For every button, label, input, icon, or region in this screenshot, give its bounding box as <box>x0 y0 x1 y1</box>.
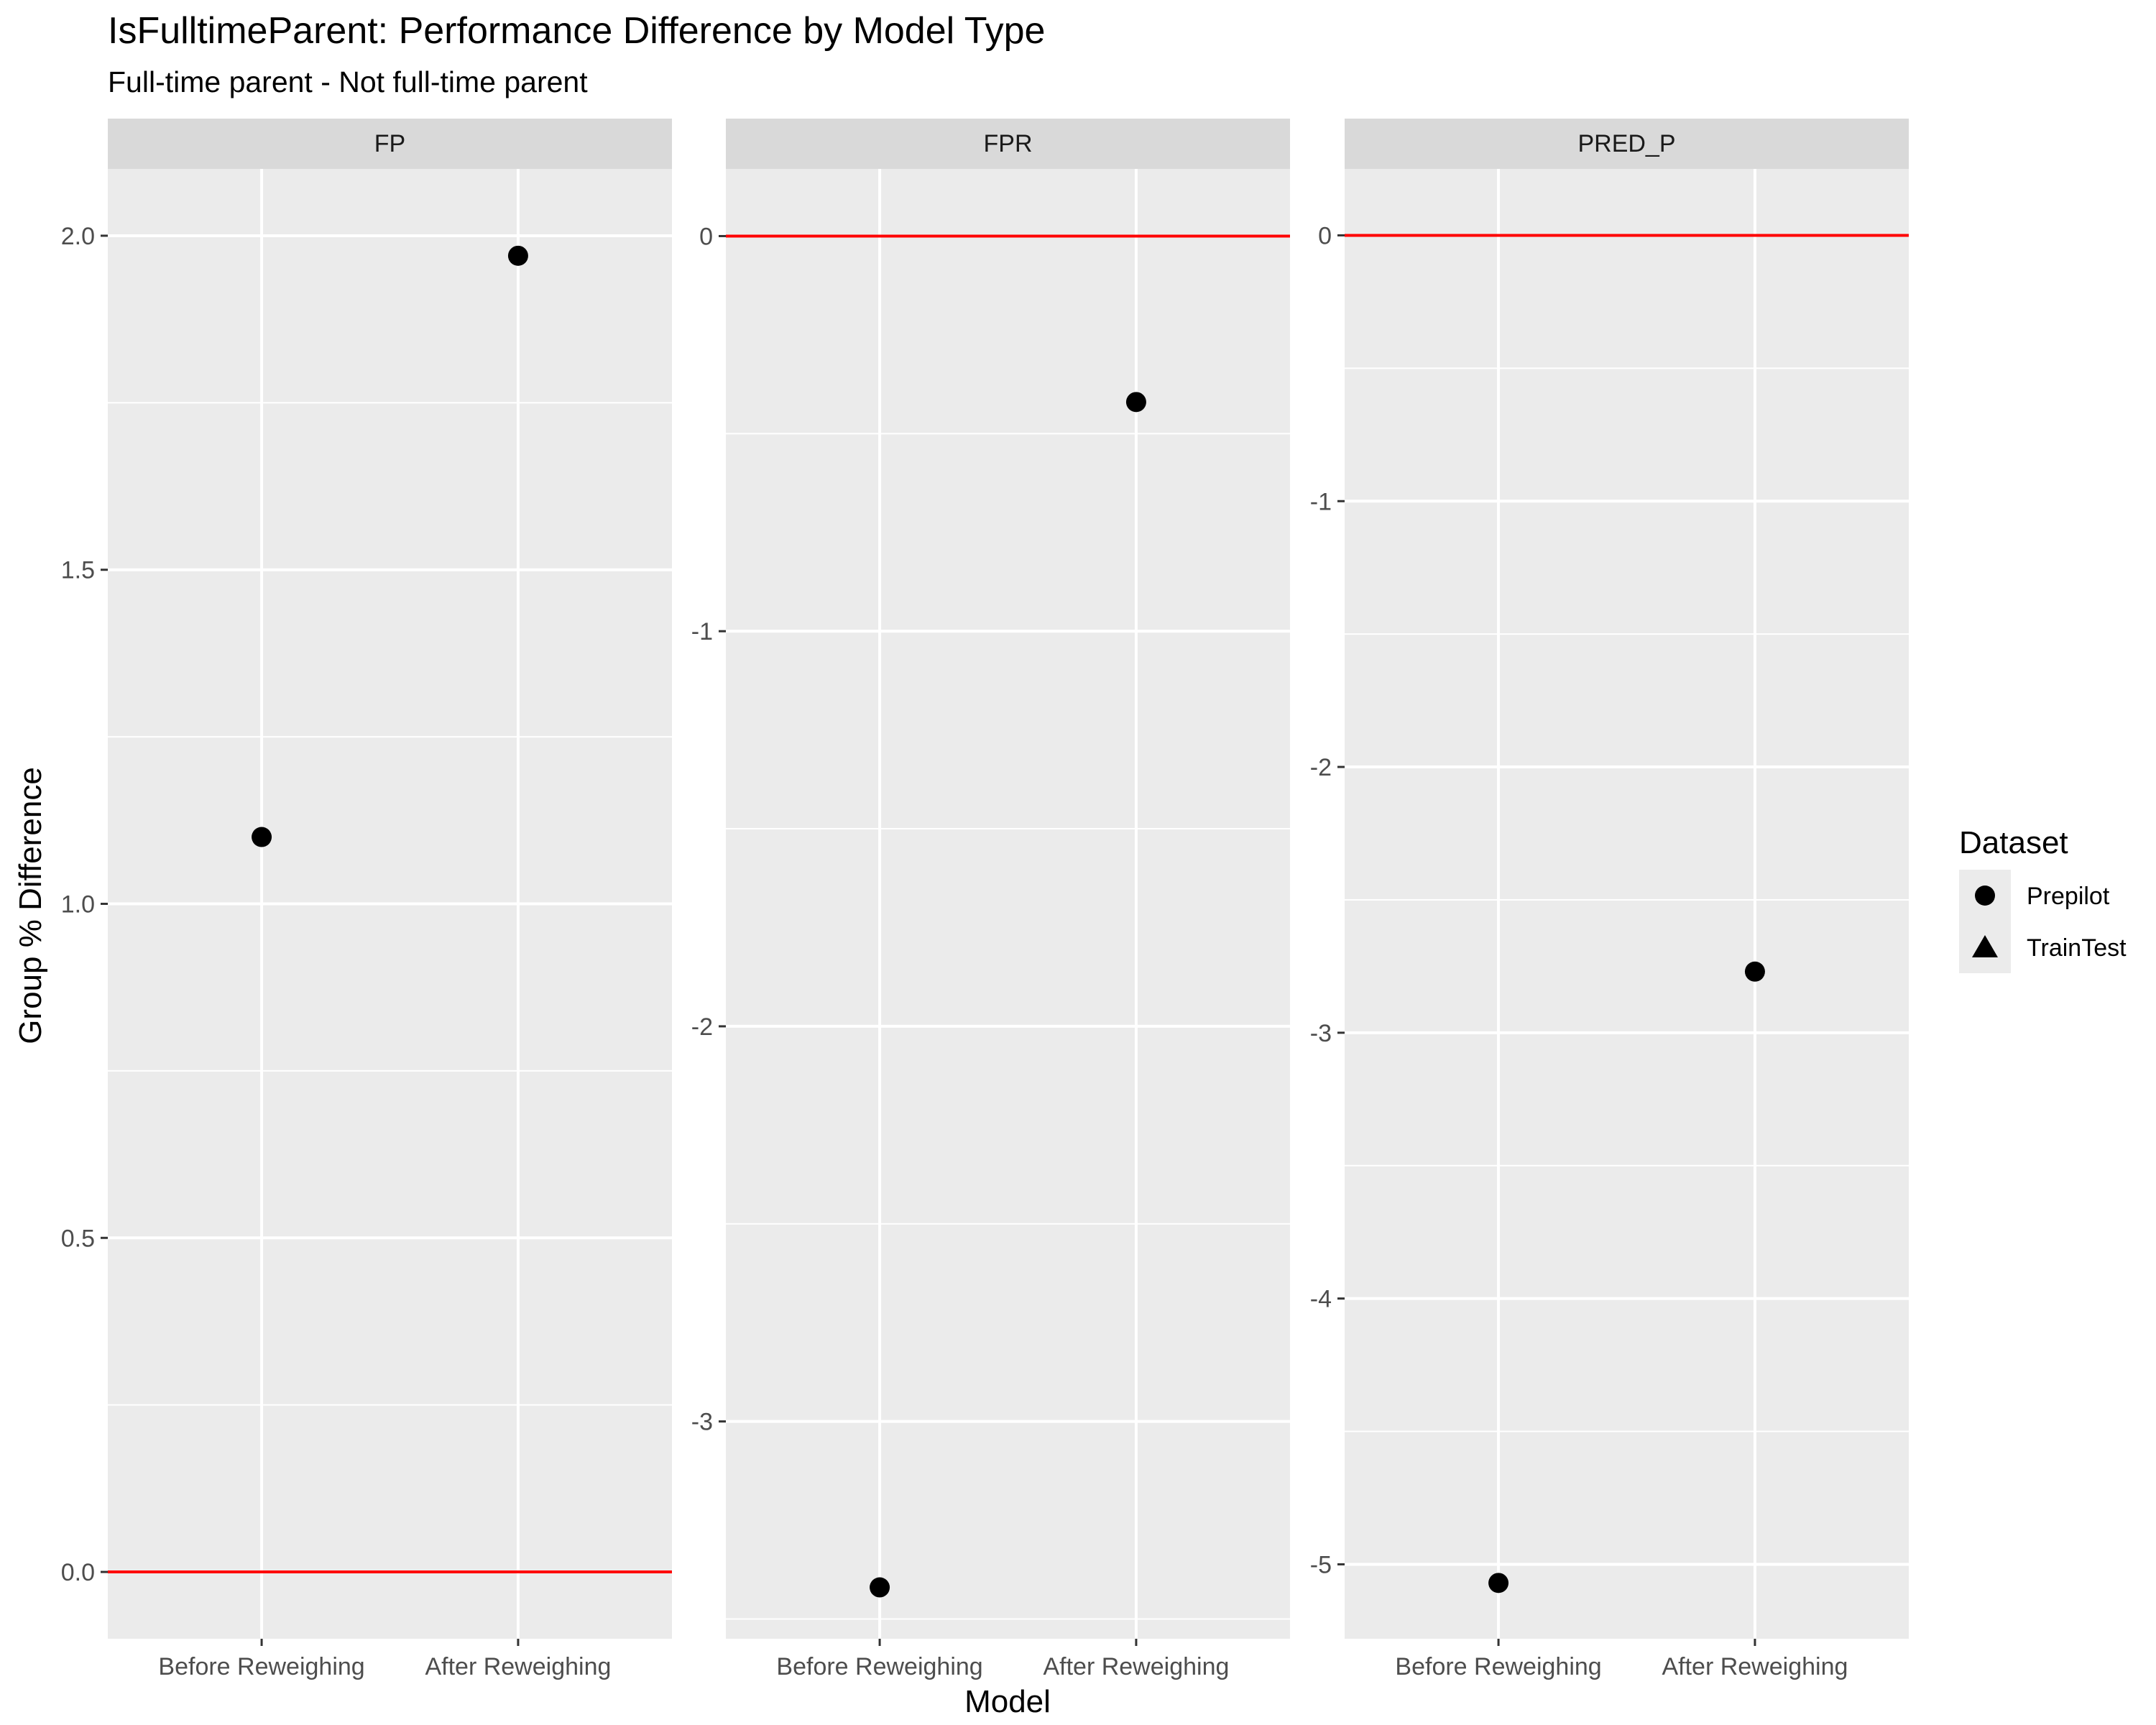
y-tick-label: 1.5 <box>61 557 95 584</box>
facet-strip-label: FPR <box>984 130 1033 157</box>
y-tick-label: -3 <box>691 1409 713 1436</box>
y-tick-label: -1 <box>691 618 713 645</box>
y-tick-label: -2 <box>691 1013 713 1041</box>
legend-entries: Prepilot TrainTest <box>1959 870 2127 973</box>
x-tick-label: Before Reweighing <box>158 1653 364 1680</box>
y-tick-label: -3 <box>1310 1020 1332 1047</box>
data-point-prepilot <box>252 827 272 847</box>
legend-circle-symbol <box>1975 886 1995 906</box>
facet-panel-fp: FP 0.0 0.5 1.0 1.5 2.0 Before Reweighing After … <box>61 119 672 1680</box>
y-tick-label: -5 <box>1310 1551 1332 1578</box>
legend: Dataset Prepilot TrainTest <box>1959 825 2127 973</box>
chart-subtitle: Full-time parent - Not full-time parent <box>108 65 588 98</box>
legend-label: TrainTest <box>2027 934 2127 962</box>
y-tick-label: 1.0 <box>61 891 95 919</box>
x-tick-label: Before Reweighing <box>1395 1653 1601 1680</box>
y-tick-label: 0 <box>699 223 713 250</box>
panel-background <box>1345 169 1909 1639</box>
facet-panels: FP 0.0 0.5 1.0 1.5 2.0 Before Reweighing After … <box>61 119 1909 1680</box>
facet-strip <box>108 119 672 169</box>
y-tick-label: 0 <box>1318 222 1332 249</box>
facet-strip-label: FP <box>374 130 405 157</box>
y-tick-label: -2 <box>1310 754 1332 781</box>
data-point-prepilot <box>507 245 528 266</box>
facet-strip <box>1345 119 1909 169</box>
y-axis-title: Group % Difference <box>13 767 48 1044</box>
chart-title: IsFulltimeParent: Performance Difference… <box>108 10 1045 52</box>
data-point-prepilot <box>1488 1573 1509 1593</box>
data-point-prepilot <box>1125 392 1146 413</box>
facet-panel-pred-p: PRED_P -5 -4 -3 -2 -1 0 Before Reweighing After … <box>1310 119 1909 1680</box>
y-tick-label: 0.5 <box>61 1225 95 1252</box>
x-tick-label: After Reweighing <box>1662 1653 1848 1680</box>
facet-strip-label: PRED_P <box>1577 130 1675 157</box>
y-tick-label: -4 <box>1310 1286 1332 1313</box>
x-tick-label: Before Reweighing <box>776 1653 982 1680</box>
data-point-prepilot <box>870 1577 890 1598</box>
data-point-prepilot <box>1744 961 1765 982</box>
x-axis-title: Model <box>964 1684 1051 1719</box>
panel-background <box>726 169 1290 1639</box>
legend-title: Dataset <box>1959 825 2068 860</box>
x-tick-label: After Reweighing <box>425 1653 611 1680</box>
facet-strip <box>726 119 1290 169</box>
y-tick-label: 2.0 <box>61 223 95 250</box>
facet-panel-fpr: FPR -3 -2 -1 0 Before Reweighing After Reweigh… <box>691 119 1290 1680</box>
y-tick-label: -1 <box>1310 488 1332 515</box>
x-tick-label: After Reweighing <box>1043 1653 1229 1680</box>
legend-label: Prepilot <box>2027 883 2110 910</box>
y-tick-label: 0.0 <box>61 1559 95 1586</box>
legend-triangle-symbol <box>1972 935 1998 957</box>
